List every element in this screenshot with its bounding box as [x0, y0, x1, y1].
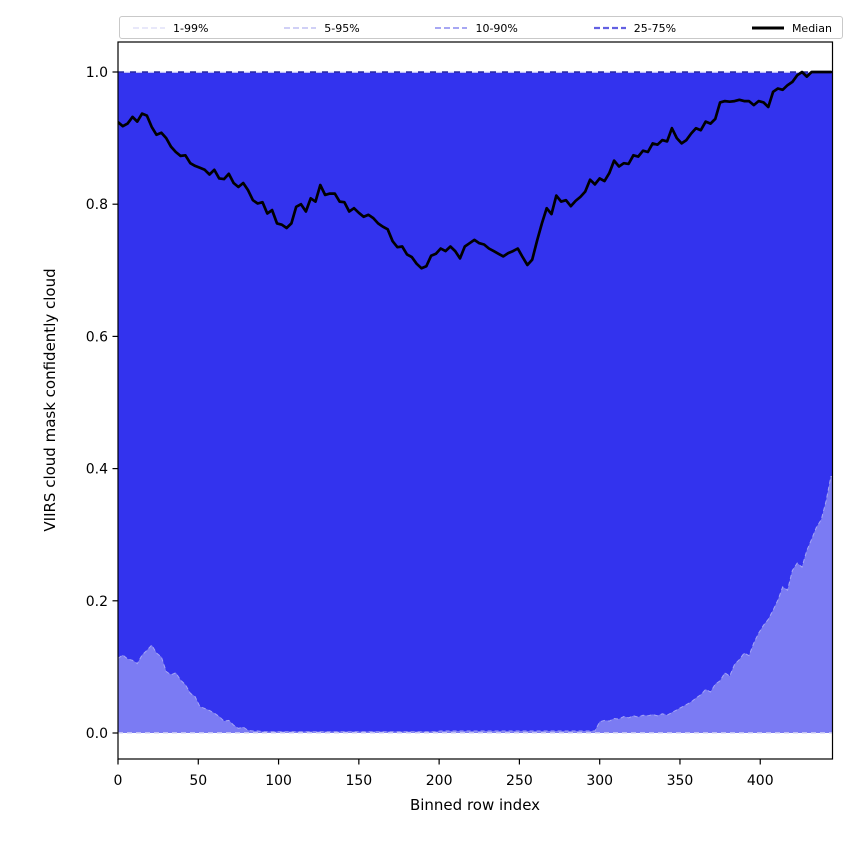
- y-tick-label: 1.0: [86, 65, 108, 81]
- x-tick-label: 300: [586, 773, 613, 789]
- legend-entry-3: 25-75%: [593, 22, 676, 34]
- median-line: [118, 70, 833, 270]
- dashed-band-line-icon: [284, 26, 317, 29]
- dashed-band-line-icon: [435, 26, 468, 29]
- y-tick-label: 0.4: [86, 462, 108, 478]
- dashed-band-line-icon: [593, 26, 626, 29]
- y-tick-label: 0.6: [86, 329, 108, 345]
- percentile-band-light: [118, 476, 833, 733]
- legend-label: 25-75%: [633, 21, 677, 35]
- plot-area: [118, 70, 833, 734]
- x-axis: 0 50 100 150 200 250 300 350 400: [114, 759, 774, 789]
- legend-label: 1-99%: [173, 21, 209, 35]
- legend-entry-0: 1-99%: [132, 22, 208, 34]
- dashed-band-line-icon: [133, 26, 165, 29]
- x-axis-label: Binned row index: [410, 796, 540, 814]
- legend-entry-4: Median: [751, 22, 832, 34]
- y-tick-label: 0.0: [86, 726, 108, 742]
- x-tick-label: 400: [747, 773, 774, 789]
- legend-entry-1: 5-95%: [283, 21, 360, 35]
- x-tick-label: 100: [265, 773, 292, 789]
- x-tick-label: 150: [345, 773, 372, 789]
- x-tick-label: 0: [114, 773, 123, 789]
- x-tick-label: 200: [426, 773, 453, 789]
- legend: 1-99% 5-95% 10-90% 25-75% Median: [119, 16, 843, 39]
- y-tick-label: 0.8: [86, 197, 108, 213]
- legend-label: 10-90%: [475, 21, 518, 35]
- y-axis-label: VIIRS cloud mask confidently cloud: [41, 268, 59, 531]
- band-edge-dashed-line: [118, 476, 833, 733]
- legend-label: Median: [791, 21, 832, 35]
- median-line-icon: [751, 26, 784, 29]
- percentile-band-dark: [118, 72, 833, 732]
- legend-label: 5-95%: [324, 21, 360, 35]
- x-tick-label: 50: [189, 773, 207, 789]
- legend-entry-2: 10-90%: [434, 21, 518, 35]
- y-axis: 0.0 0.2 0.4 0.6 0.8 1.0: [86, 65, 118, 742]
- y-tick-label: 0.2: [86, 594, 108, 610]
- x-tick-label: 350: [667, 773, 694, 789]
- x-tick-label: 250: [506, 773, 533, 789]
- axes-frame: [117, 41, 834, 760]
